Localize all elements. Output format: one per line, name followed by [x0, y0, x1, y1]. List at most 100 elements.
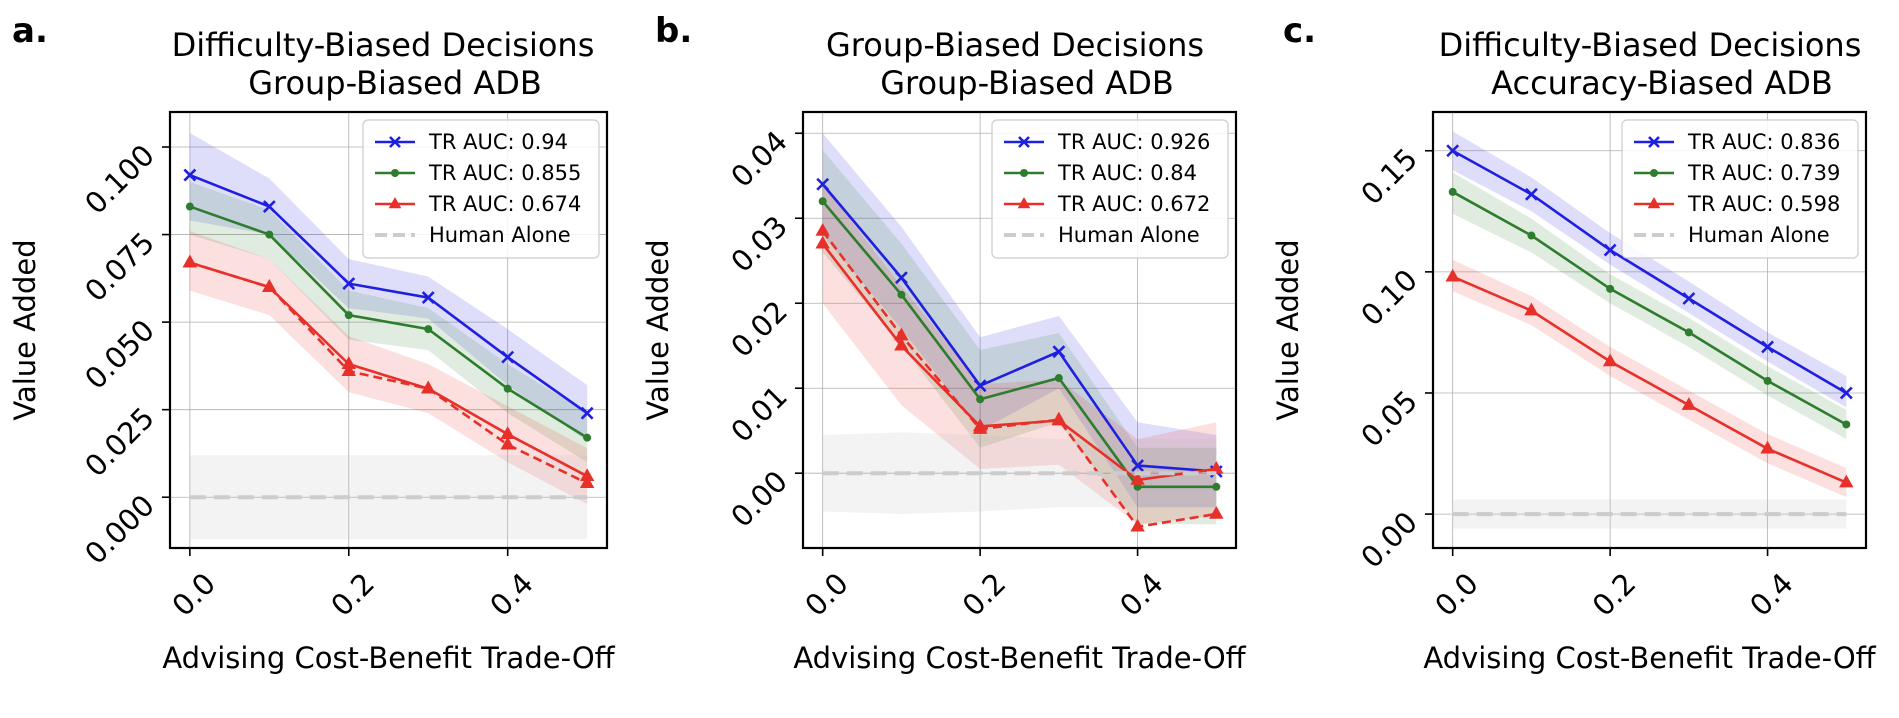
series-line-2 — [189, 205, 588, 439]
data-point — [976, 395, 985, 404]
data-point — [182, 254, 198, 268]
series-line-2 — [1452, 190, 1847, 426]
y-tick-label: 0.00 — [1354, 505, 1424, 575]
legend-marker — [1648, 136, 1660, 148]
data-point — [500, 436, 515, 450]
y-tick-label: 0.000 — [78, 488, 161, 571]
data-point — [1445, 268, 1460, 282]
series-line-3 — [821, 242, 1217, 482]
data-point — [894, 271, 908, 285]
confidence-band-2 — [1452, 172, 1847, 440]
data-point — [1209, 460, 1224, 474]
y-tick-label: 0.02 — [724, 294, 794, 364]
x-axis-label: Advising Cost-Benefit Trade-Off — [1423, 641, 1876, 675]
data-point — [972, 421, 988, 434]
legend-box — [1621, 119, 1859, 259]
confidence-band-2 — [822, 150, 1217, 525]
data-point — [897, 290, 906, 299]
legend: TR AUC: 0.836 TR AUC: 0.739 TR AUC: 0.598 H… — [1621, 119, 1859, 259]
legend-box — [991, 119, 1229, 259]
confidence-band-1 — [1452, 131, 1847, 408]
data-point — [1130, 518, 1145, 532]
data-point — [1682, 292, 1696, 305]
plot-area — [815, 133, 1224, 532]
series-line-1 — [189, 173, 588, 415]
data-point — [1602, 353, 1618, 367]
y-tick-label: 0.100 — [78, 138, 161, 221]
x-tick-label: 0.4 — [1113, 566, 1170, 623]
y-tick-label: 0.10 — [1354, 263, 1424, 333]
data-point — [1524, 302, 1539, 316]
data-point — [973, 379, 987, 393]
legend-label: Human Alone — [1688, 223, 1830, 247]
data-point — [344, 311, 353, 320]
data-point — [1448, 187, 1457, 196]
x-axis-label: Advising Cost-Benefit Trade-Off — [793, 641, 1246, 675]
data-point — [1052, 345, 1066, 359]
panel-letter: c. — [1283, 11, 1316, 51]
data-point — [1527, 231, 1536, 240]
legend: TR AUC: 0.94 TR AUC: 0.855 TR AUC: 0.674 Hu… — [362, 119, 600, 259]
legend-box — [362, 119, 600, 259]
data-point — [1606, 284, 1615, 293]
axes-frame — [801, 110, 1238, 550]
series-line-1 — [1452, 149, 1847, 395]
data-point — [183, 168, 197, 182]
y-tick-label: 0.15 — [1354, 142, 1424, 212]
legend-marker — [391, 169, 399, 177]
data-point — [1051, 411, 1067, 425]
legend-marker — [388, 197, 402, 209]
data-point — [1839, 386, 1853, 400]
data-point — [1209, 506, 1224, 519]
data-point — [579, 468, 595, 482]
data-point — [421, 291, 435, 305]
data-point — [262, 200, 276, 213]
legend-label: TR AUC: 0.94 — [428, 130, 568, 154]
data-point — [421, 380, 436, 394]
x-tick-label: 0.0 — [165, 566, 222, 623]
y-axis-label: Value Added — [1271, 239, 1305, 420]
data-point — [1761, 340, 1775, 354]
data-point — [341, 356, 356, 369]
data-point — [1760, 440, 1775, 454]
data-point — [501, 350, 515, 364]
chart-panel-1: a. Difficulty-Biased DecisionsGroup-Biase… — [8, 11, 616, 675]
data-point — [583, 433, 592, 442]
data-point — [894, 327, 909, 341]
data-point — [1130, 472, 1145, 485]
series-line-3 — [1452, 275, 1847, 484]
chart-subtitle: Group-Biased ADB — [880, 64, 1174, 102]
chart-panel-3: c. Difficulty-Biased DecisionsAccuracy-Bi… — [1271, 11, 1877, 675]
legend-label: TR AUC: 0.674 — [428, 192, 581, 216]
legend-label: TR AUC: 0.739 — [1687, 161, 1840, 185]
data-point — [500, 426, 515, 439]
series-line-1 — [821, 183, 1217, 473]
data-point — [1524, 187, 1538, 201]
x-tick-label: 0.4 — [483, 566, 540, 623]
data-point — [1842, 420, 1851, 429]
legend-marker — [389, 136, 401, 148]
data-point — [815, 222, 830, 236]
axes-frame — [168, 110, 609, 550]
data-point — [894, 337, 909, 351]
data-point — [1839, 474, 1854, 488]
x-tick-label: 0.2 — [956, 566, 1013, 623]
series-line-2 — [821, 200, 1217, 489]
panel-letter: b. — [655, 11, 692, 51]
data-point — [818, 197, 827, 206]
data-point — [265, 230, 274, 239]
legend-label: TR AUC: 0.84 — [1057, 161, 1197, 185]
y-axis-label: Value Added — [8, 239, 42, 420]
data-point — [341, 363, 356, 376]
y-tick-label: 0.00 — [724, 464, 794, 534]
legend: TR AUC: 0.926 TR AUC: 0.84 TR AUC: 0.672 Hu… — [991, 119, 1229, 259]
y-tick-label: 0.075 — [78, 225, 161, 308]
data-point — [1603, 243, 1617, 257]
x-tick-label: 0.4 — [1743, 566, 1800, 623]
x-axis-label: Advising Cost-Benefit Trade-Off — [162, 641, 615, 675]
data-point — [185, 202, 194, 211]
chart-subtitle: Group-Biased ADB — [248, 64, 542, 102]
chart-title: Difficulty-Biased Decisions — [172, 26, 595, 64]
